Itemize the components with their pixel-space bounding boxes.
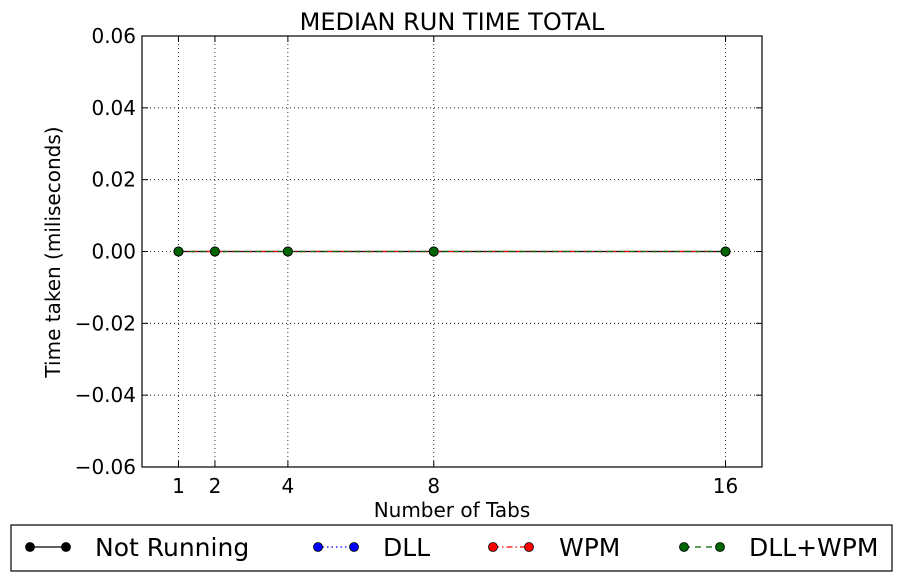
axis-ticks: 1 2 4 8 16 0.06 0.04 0.02 0.00 −0.02 −0.04 −0.06 bbox=[75, 24, 762, 498]
legend-marker bbox=[679, 542, 689, 552]
y-tick-label: 0.02 bbox=[91, 168, 136, 192]
legend-marker bbox=[488, 542, 498, 552]
legend-entry-label: DLL+WPM bbox=[749, 533, 878, 562]
legend-frame bbox=[10, 524, 893, 572]
legend: Not Running DLL WPM DLL+WPM bbox=[10, 524, 893, 572]
legend-marker bbox=[313, 542, 323, 552]
x-axis-label: Number of Tabs bbox=[374, 498, 531, 522]
y-tick-label: −0.06 bbox=[75, 455, 136, 479]
data-point bbox=[720, 246, 731, 257]
legend-entry-label: DLL bbox=[383, 533, 430, 562]
series-lines bbox=[173, 246, 731, 257]
legend-entry-label: WPM bbox=[559, 533, 620, 562]
y-tick-label: −0.02 bbox=[75, 311, 136, 335]
legend-marker bbox=[524, 542, 534, 552]
chart-title: MEDIAN RUN TIME TOTAL bbox=[300, 8, 605, 36]
data-point bbox=[428, 246, 439, 257]
legend-marker bbox=[61, 542, 71, 552]
data-point bbox=[173, 246, 184, 257]
y-tick-label: 0.06 bbox=[91, 24, 136, 48]
legend-entry-label: Not Running bbox=[95, 533, 249, 562]
y-axis-label: Time taken (miliseconds) bbox=[41, 126, 65, 378]
x-tick-label: 8 bbox=[427, 474, 440, 498]
x-tick-label: 1 bbox=[172, 474, 185, 498]
legend-marker bbox=[349, 542, 359, 552]
y-tick-label: 0.00 bbox=[91, 240, 136, 264]
data-point bbox=[282, 246, 293, 257]
y-tick-label: −0.04 bbox=[75, 383, 136, 407]
x-tick-label: 2 bbox=[209, 474, 222, 498]
x-tick-label: 16 bbox=[713, 474, 738, 498]
y-tick-label: 0.04 bbox=[91, 96, 136, 120]
legend-marker bbox=[715, 542, 725, 552]
data-point bbox=[210, 246, 220, 257]
x-tick-label: 4 bbox=[282, 474, 295, 498]
legend-marker bbox=[25, 542, 35, 552]
